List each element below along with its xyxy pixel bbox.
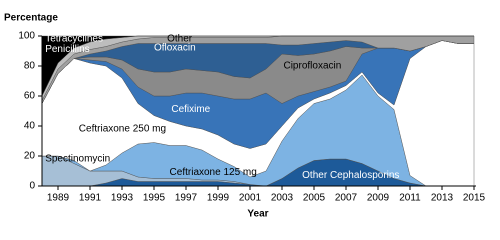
y-tick-label: 0 — [29, 181, 35, 192]
x-tick-label: 1989 — [47, 193, 70, 204]
series-label: Other Cephalosporins — [302, 170, 399, 181]
x-tick-label: 2011 — [399, 193, 421, 204]
plot-area — [41, 35, 475, 187]
x-tick-label: 2005 — [303, 193, 326, 204]
x-tick-label: 2007 — [335, 193, 358, 204]
series-label: Tetracyclines — [45, 34, 103, 45]
y-tick-label: 60 — [24, 91, 36, 102]
series-label: Other — [167, 34, 193, 45]
y-tick-label: 100 — [18, 31, 35, 42]
y-tick-label: 40 — [24, 121, 36, 132]
y-axis-title: Percentage — [4, 13, 58, 24]
chart: Percentage Year Other Cephalosporins Spec… — [4, 13, 486, 220]
x-tick-label: 1993 — [111, 193, 134, 204]
x-tick-label: 1997 — [175, 193, 198, 204]
area — [41, 35, 474, 97]
series-label: Ciprofloxacin — [283, 61, 341, 72]
x-tick-label: 2013 — [431, 193, 454, 204]
x-tick-label: 2001 — [239, 193, 262, 204]
y-tick-label: 20 — [24, 151, 36, 162]
series-label: Ceftriaxone 125 mg — [170, 167, 257, 178]
x-tick-label: 1995 — [143, 193, 166, 204]
series-label: Spectinomycin — [45, 154, 110, 165]
x-tick-label: 2009 — [367, 193, 390, 204]
x-tick-label: 1991 — [79, 193, 102, 204]
x-tick-label: 2003 — [271, 193, 294, 204]
x-tick-label: 2015 — [463, 193, 486, 204]
series-label: Penicillins — [45, 44, 89, 55]
x-axis-title: Year — [247, 209, 268, 220]
series-label: Cefixime — [171, 104, 210, 115]
y-tick-label: 80 — [24, 61, 36, 72]
series-label: Ceftriaxone 250 mg — [79, 124, 166, 135]
series-label: Ofloxacin — [154, 43, 196, 54]
x-tick-label: 1999 — [207, 193, 230, 204]
